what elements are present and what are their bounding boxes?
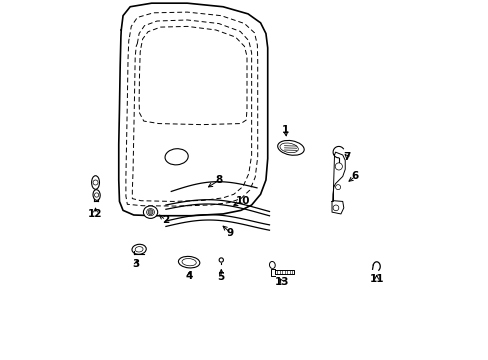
Text: 10: 10 xyxy=(235,197,249,206)
Text: 4: 4 xyxy=(185,271,192,282)
Text: 5: 5 xyxy=(217,272,224,282)
Text: 8: 8 xyxy=(215,175,223,185)
Polygon shape xyxy=(331,201,343,214)
Polygon shape xyxy=(274,270,293,274)
Text: 3: 3 xyxy=(132,259,140,269)
Ellipse shape xyxy=(91,176,99,189)
Text: 11: 11 xyxy=(368,274,383,284)
Ellipse shape xyxy=(178,256,200,268)
Ellipse shape xyxy=(277,140,304,155)
Polygon shape xyxy=(332,152,345,202)
Ellipse shape xyxy=(93,190,100,201)
Ellipse shape xyxy=(143,206,157,219)
Polygon shape xyxy=(270,269,274,276)
Ellipse shape xyxy=(132,244,146,254)
Text: 1: 1 xyxy=(282,125,288,135)
Text: 2: 2 xyxy=(162,215,169,225)
Circle shape xyxy=(148,210,153,215)
Text: 12: 12 xyxy=(88,209,102,219)
Ellipse shape xyxy=(269,261,275,269)
Text: 13: 13 xyxy=(274,277,289,287)
Text: 7: 7 xyxy=(343,152,350,162)
Text: 6: 6 xyxy=(351,171,358,181)
Text: 9: 9 xyxy=(226,228,233,238)
